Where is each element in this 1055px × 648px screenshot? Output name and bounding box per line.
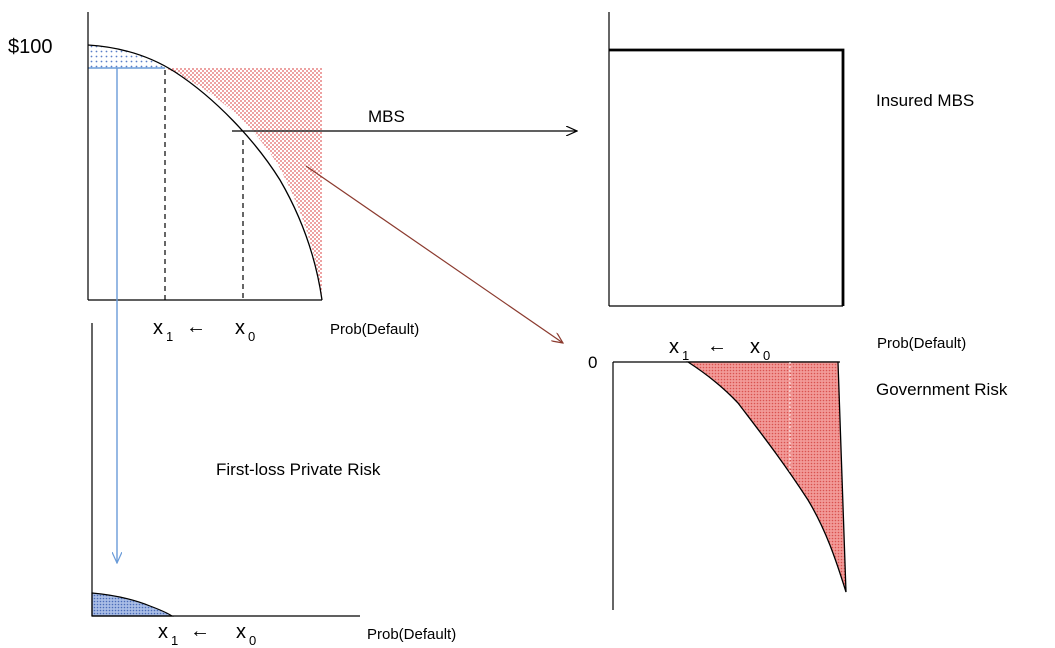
svg-text:1: 1 xyxy=(682,348,689,363)
red-shaded-region xyxy=(165,68,322,300)
first-loss-private-risk-panel: First-loss Private Risk Prob(Default) x … xyxy=(91,323,456,648)
mbs-title: MBS xyxy=(368,107,405,126)
first-loss-title: First-loss Private Risk xyxy=(216,460,381,479)
svg-text:1: 1 xyxy=(171,633,178,648)
mbs-left-arrow-glyph: ← xyxy=(186,316,206,338)
arrow-to-government-risk xyxy=(305,165,563,343)
gov-left-arrow-glyph: ← xyxy=(707,335,727,357)
svg-text:x: x xyxy=(236,621,246,643)
insured-x-axis-label: Prob(Default) xyxy=(877,335,966,352)
government-risk-panel: 0 Government Risk x 1 ← x 0 xyxy=(588,335,1008,610)
insured-value-step xyxy=(609,48,845,306)
mbs-x0-label: x 0 xyxy=(235,317,255,344)
svg-text:x: x xyxy=(750,336,760,358)
svg-text:x: x xyxy=(235,317,245,339)
government-risk-title: Government Risk xyxy=(876,380,1008,399)
mbs-panel: $100 MBS Prob(Default) x 1 ← x 0 xyxy=(8,12,419,344)
mbs-x1-label: x 1 xyxy=(153,317,173,344)
first-loss-x1-label: x 1 xyxy=(158,621,178,648)
mbs-x-axis-label: Prob(Default) xyxy=(330,321,419,338)
first-loss-x-axis-label: Prob(Default) xyxy=(367,626,456,643)
svg-text:x: x xyxy=(153,317,163,339)
first-loss-region xyxy=(91,592,174,617)
gov-risk-region xyxy=(685,361,847,593)
svg-text:0: 0 xyxy=(248,329,255,344)
insured-mbs-panel: Insured MBS Prob(Default) xyxy=(608,12,974,352)
svg-text:1: 1 xyxy=(166,329,173,344)
svg-text:0: 0 xyxy=(249,633,256,648)
svg-text:0: 0 xyxy=(763,348,770,363)
first-loss-x0-label: x 0 xyxy=(236,621,256,648)
mbs-value-curve xyxy=(87,44,323,301)
insured-mbs-title: Insured MBS xyxy=(876,91,974,110)
gov-x1-label: x 1 xyxy=(669,336,689,363)
first-loss-left-arrow-glyph: ← xyxy=(190,620,210,642)
y-value-100-label: $100 xyxy=(8,36,53,58)
svg-text:x: x xyxy=(669,336,679,358)
svg-text:x: x xyxy=(158,621,168,643)
blue-shaded-band xyxy=(88,45,165,68)
gov-x0-label: x 0 xyxy=(750,336,770,363)
gov-zero-label: 0 xyxy=(588,353,597,372)
